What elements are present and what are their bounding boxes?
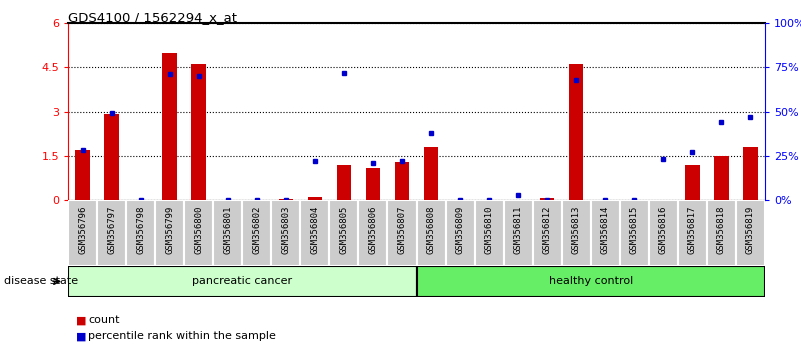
Bar [300,200,329,266]
Text: GSM356807: GSM356807 [397,205,406,253]
Bar [590,200,620,266]
Bar [127,200,155,266]
Text: GSM356814: GSM356814 [601,205,610,253]
Bar [388,200,417,266]
Text: GSM356805: GSM356805 [340,205,348,253]
Text: GSM356799: GSM356799 [165,205,174,253]
Text: healthy control: healthy control [549,276,633,286]
Text: GSM356813: GSM356813 [572,205,581,253]
Bar [184,200,213,266]
Text: percentile rank within the sample: percentile rank within the sample [88,331,276,341]
Bar [424,147,438,200]
Bar [562,200,590,266]
Bar [336,165,351,200]
Bar [97,200,127,266]
Bar [68,266,417,297]
Text: disease state: disease state [4,276,78,286]
Text: GSM356810: GSM356810 [485,205,493,253]
Bar [279,199,293,200]
Text: GSM356801: GSM356801 [223,205,232,253]
Bar [736,200,765,266]
Bar [272,200,300,266]
Text: GSM356808: GSM356808 [427,205,436,253]
Bar [191,64,206,200]
Bar [706,200,736,266]
Text: ■: ■ [76,331,87,341]
Bar [242,200,272,266]
Bar [366,167,380,200]
Bar [155,200,184,266]
Text: ■: ■ [76,315,87,325]
Bar [417,200,445,266]
Text: GSM356797: GSM356797 [107,205,116,253]
Text: GSM356806: GSM356806 [368,205,377,253]
Text: GSM356804: GSM356804 [311,205,320,253]
Text: GSM356798: GSM356798 [136,205,145,253]
Bar [504,200,533,266]
Text: GSM356811: GSM356811 [513,205,522,253]
Text: GSM356803: GSM356803 [281,205,290,253]
Bar [308,197,322,200]
Bar [329,200,359,266]
Text: GSM356802: GSM356802 [252,205,261,253]
Bar [678,200,706,266]
Bar [359,200,388,266]
Bar [395,162,409,200]
Bar [213,200,242,266]
Text: GSM356809: GSM356809 [456,205,465,253]
Bar [417,266,765,297]
Bar [75,150,90,200]
Bar [474,200,504,266]
Bar [649,200,678,266]
Text: GDS4100 / 1562294_x_at: GDS4100 / 1562294_x_at [68,11,237,24]
Bar [620,200,649,266]
Bar [163,52,177,200]
Bar [104,114,119,200]
Bar [68,200,97,266]
Text: GSM356812: GSM356812 [543,205,552,253]
Text: GSM356819: GSM356819 [746,205,755,253]
Bar [540,198,554,200]
Bar [533,200,562,266]
Bar [685,165,699,200]
Text: pancreatic cancer: pancreatic cancer [192,276,292,286]
Text: GSM356800: GSM356800 [195,205,203,253]
Bar [445,200,474,266]
Text: GSM356817: GSM356817 [688,205,697,253]
Text: count: count [88,315,119,325]
Bar [569,64,583,200]
Bar [743,147,758,200]
Text: GSM356815: GSM356815 [630,205,638,253]
Bar [714,156,729,200]
Text: GSM356816: GSM356816 [659,205,668,253]
Text: GSM356818: GSM356818 [717,205,726,253]
Text: GSM356796: GSM356796 [78,205,87,253]
